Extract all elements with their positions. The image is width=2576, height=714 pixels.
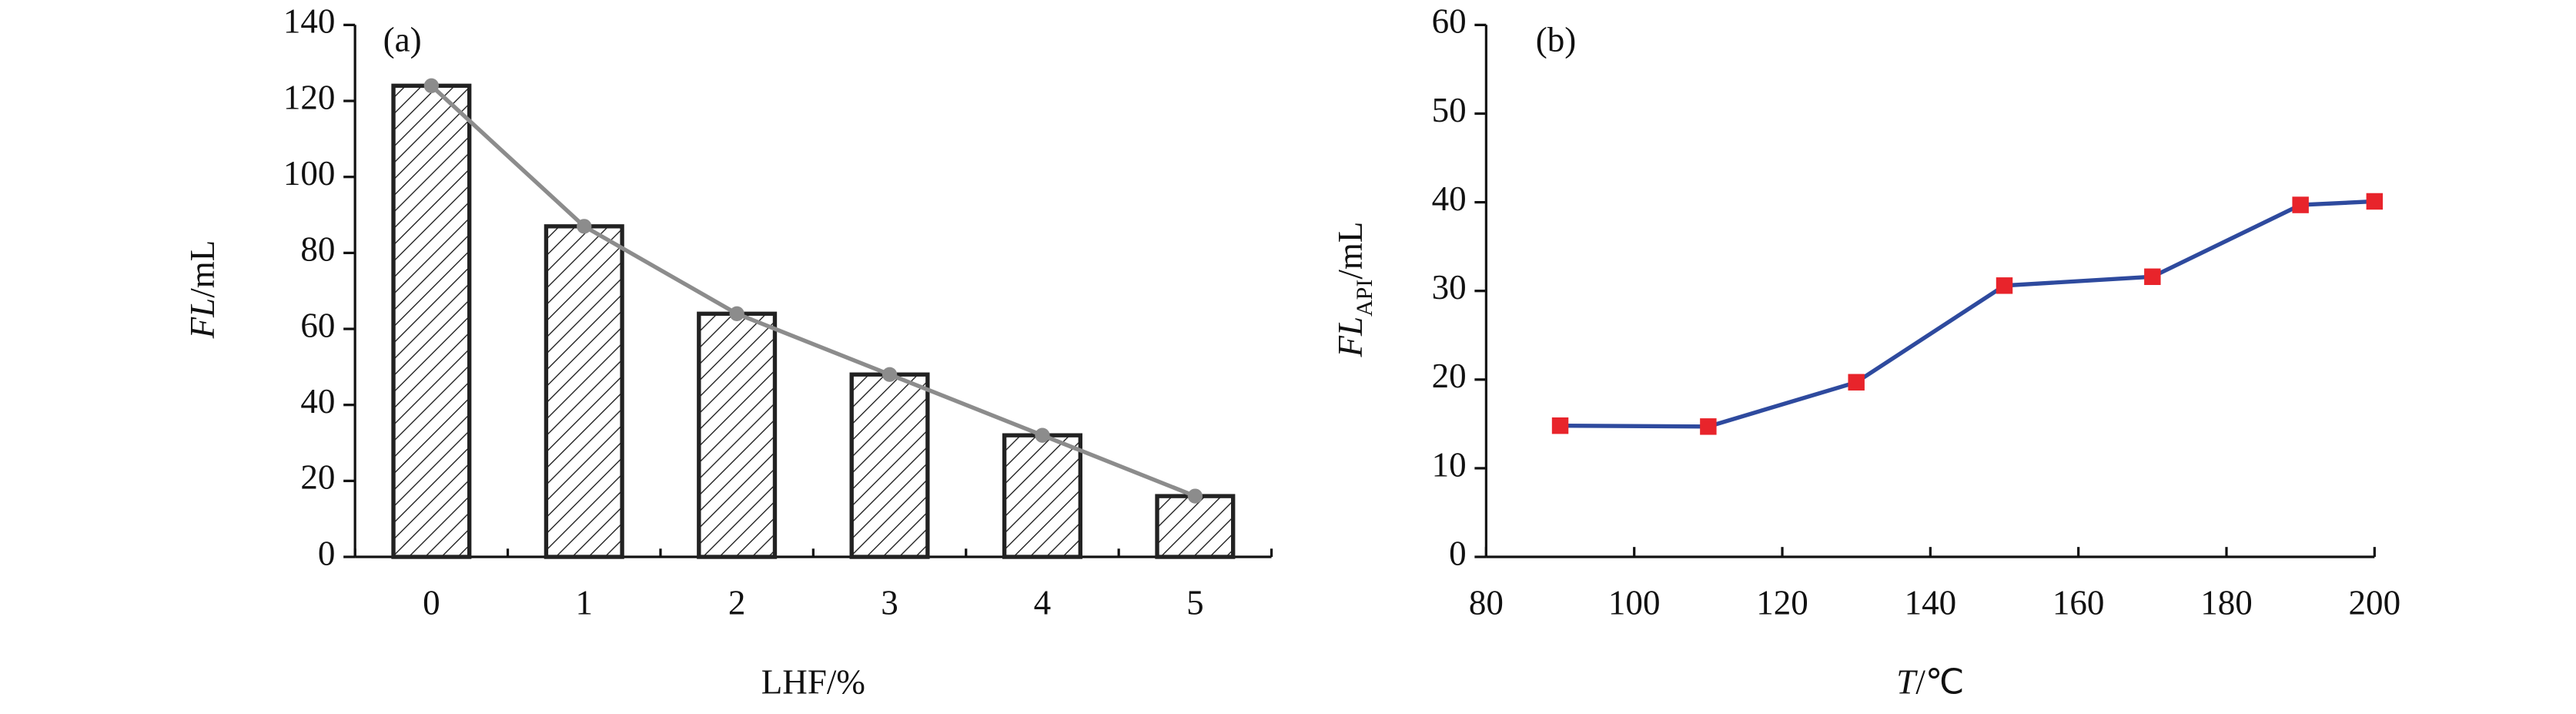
axis-label-part: /mL — [1331, 222, 1370, 280]
axis-label-part: API — [1352, 280, 1377, 317]
bar — [697, 311, 778, 559]
bar — [391, 83, 472, 559]
x-tick-label: 4 — [1034, 584, 1052, 622]
x-tick-label: 180 — [2200, 584, 2253, 622]
trend-point — [882, 367, 898, 382]
x-tick-label: 5 — [1186, 584, 1204, 622]
x-axis-label: T/℃ — [1896, 663, 1964, 702]
point-marker — [2144, 268, 2161, 286]
trend-point — [1187, 488, 1203, 504]
y-tick-label: 10 — [1432, 445, 1467, 484]
y-tick-label: 100 — [283, 154, 336, 193]
y-tick-label: 60 — [300, 306, 335, 344]
trend-point — [577, 219, 592, 234]
x-tick-label: 80 — [1469, 584, 1504, 622]
y-tick-label: 0 — [1449, 534, 1467, 572]
x-tick-label: 2 — [728, 584, 746, 622]
point-marker — [1996, 277, 2013, 294]
axis-label-part: T — [1896, 663, 1918, 702]
y-tick-label: 20 — [300, 458, 335, 497]
y-tick-label: 50 — [1432, 91, 1467, 129]
trend-point — [423, 78, 439, 93]
bar — [849, 372, 930, 559]
point-marker — [2292, 196, 2309, 213]
point-marker — [1551, 417, 1569, 434]
x-tick-label: 200 — [2349, 584, 2401, 622]
point-marker — [1848, 374, 1865, 391]
trend-line — [430, 84, 1196, 498]
x-axis-label: LHF/% — [761, 663, 865, 702]
y-tick-label: 30 — [1432, 268, 1467, 307]
chart-title: (a) — [383, 20, 422, 59]
x-tick-label: 140 — [1905, 584, 1957, 622]
point-marker — [1700, 418, 1717, 435]
axis-label-part: /℃ — [1915, 663, 1964, 702]
axis-label-part: /mL — [183, 240, 222, 298]
y-tick-label: 140 — [283, 2, 336, 41]
axis-label-part: FL — [183, 298, 222, 340]
axis-label-part: LHF/% — [761, 663, 865, 702]
bar — [1002, 433, 1082, 559]
y-tick-label: 0 — [318, 534, 336, 572]
y-axis-label: FL/mL — [183, 240, 222, 340]
axis-label-part: FL — [1331, 317, 1370, 358]
x-tick-label: 0 — [423, 584, 440, 622]
x-tick-label: 100 — [1608, 584, 1661, 622]
x-tick-label: 3 — [881, 584, 898, 622]
y-tick-label: 120 — [283, 78, 336, 116]
y-axis-label: FLAPI/mL — [1331, 222, 1377, 358]
y-tick-label: 40 — [1432, 179, 1467, 218]
y-tick-label: 60 — [1432, 2, 1467, 41]
trend-point — [1035, 427, 1050, 443]
x-tick-label: 120 — [1756, 584, 1808, 622]
point-marker — [2366, 193, 2384, 210]
trend-point — [729, 306, 744, 321]
series-line — [1560, 199, 2375, 429]
bar — [1155, 494, 1236, 559]
x-tick-label: 160 — [2052, 584, 2105, 622]
y-tick-label: 40 — [300, 382, 335, 421]
y-tick-label: 80 — [300, 230, 335, 269]
bar — [544, 224, 624, 559]
chart-title: (b) — [1536, 20, 1577, 59]
y-tick-label: 20 — [1432, 357, 1467, 395]
x-tick-label: 1 — [575, 584, 593, 622]
